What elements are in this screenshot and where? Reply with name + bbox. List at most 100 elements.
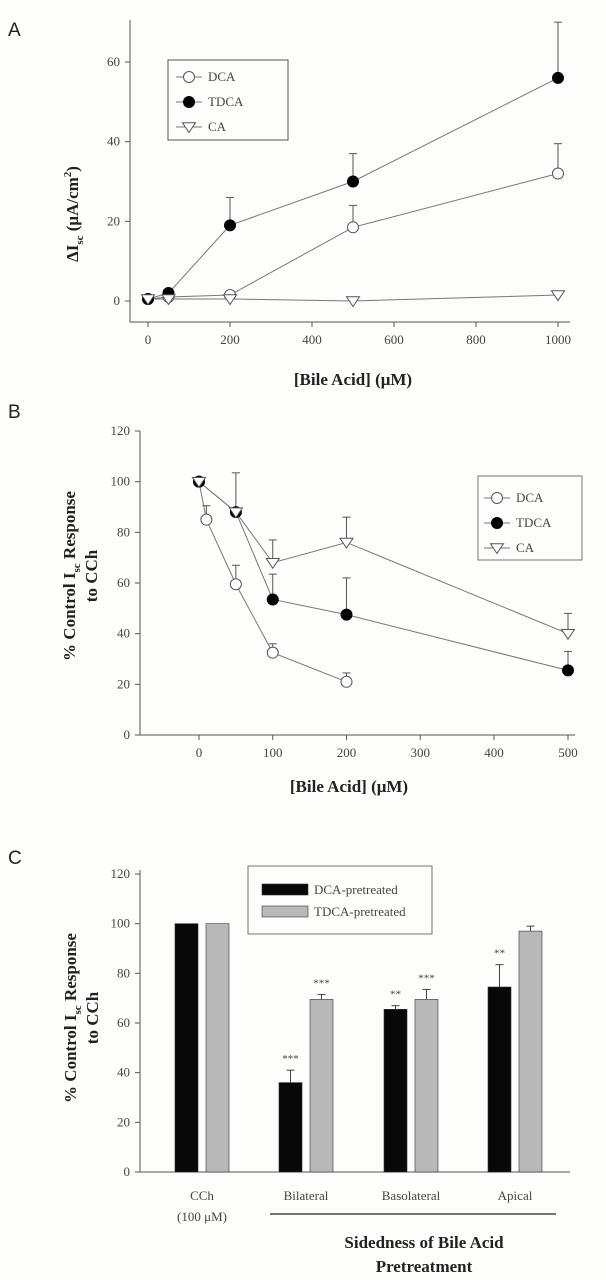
bar-tdca-pretreated [309, 999, 334, 1173]
panel-c-y-tick-label: 0 [124, 1164, 131, 1179]
panel-c: C 0 20 40 60 80 100 120 CCh (100 μM) Bilateral Bas… [8, 848, 570, 1276]
panel-c-y-axis-label-line1: % Control Isc Response [61, 933, 84, 1103]
panel-b-y-axis-label-line1: % Control Isc Response [60, 491, 83, 661]
series-ca-point [161, 294, 176, 306]
panel-c-x-axis-label-line1: Sidedness of Bile Acid [344, 1233, 504, 1252]
panel-b-legend: DCA TDCA CA [477, 475, 583, 561]
panel-c-y-tick-label: 60 [117, 1015, 130, 1030]
series-ca-point [191, 476, 207, 489]
panel-a-y-tick-label: 0 [114, 293, 121, 308]
series-ca-line [198, 481, 569, 635]
series-tdca-point [562, 664, 574, 677]
panel-a-y-tick-label: 60 [107, 54, 120, 69]
legend-tdca-label: TDCA [516, 515, 552, 530]
series-tdca-point [347, 175, 359, 188]
panel-b-y-tick-label: 80 [117, 524, 130, 539]
series-ca-point [222, 294, 238, 306]
legend-dca-pretreated-swatch [261, 883, 309, 896]
series-dca-point [340, 675, 353, 688]
bar-dca-pretreated [383, 1009, 408, 1173]
series-dca-line [147, 173, 559, 300]
bar-dca-pretreated-significance: ** [494, 948, 505, 960]
panel-b-y-axis-label-line2: to CCh [82, 549, 101, 602]
panel-a-y-axis-label: ΔIsc (μA/cm2) [62, 166, 86, 262]
panel-a-label: A [8, 20, 21, 41]
category-label-cch: CCh [190, 1188, 214, 1203]
panel-b-x-tick-label: 400 [484, 745, 504, 760]
bar-tdca-pretreated [518, 930, 543, 1173]
series-tdca-point [552, 71, 564, 84]
series-dca-point [266, 646, 279, 659]
bar-dca-pretreated-significance: ** [390, 989, 401, 1001]
panel-c-label: C [8, 848, 22, 869]
legend-tdca-pretreated-label: TDCA-pretreated [314, 904, 406, 919]
series-dca-point [200, 513, 213, 526]
legend-ca-marker [181, 122, 197, 134]
bar-dca-pretreated-significance: *** [282, 1053, 299, 1065]
series-dca-point [229, 578, 242, 591]
legend-dca-marker [183, 71, 195, 83]
series-ca-point [345, 296, 361, 308]
legend-ca-marker [489, 543, 505, 555]
panel-c-y-tick-label: 120 [111, 866, 131, 881]
bar-tdca-pretreated [205, 923, 230, 1173]
legend-dca-pretreated-label: DCA-pretreated [314, 882, 398, 897]
panel-a-x-tick-label: 1000 [545, 332, 571, 347]
panel-b-y-tick-label: 20 [117, 676, 130, 691]
category-label-bilateral: Bilateral [284, 1188, 329, 1203]
series-ca-point [228, 507, 244, 519]
panel-c-y-tick-label: 100 [111, 916, 131, 931]
panel-b: B 0 20 40 60 80 100 120 0 100 200 300 400 500 % Cont… [8, 402, 583, 796]
panel-a-x-tick-label: 800 [466, 332, 486, 347]
panel-a-legend: DCA TDCA CA [167, 59, 289, 141]
panel-b-x-tick-label: 100 [263, 745, 283, 760]
panel-a-x-tick-label: 0 [145, 332, 152, 347]
panel-b-x-tick-label: 200 [337, 745, 357, 760]
panel-c-y-tick-label: 80 [117, 965, 130, 980]
series-dca-point [552, 167, 564, 180]
panel-c-legend: DCA-pretreated TDCA-pretreated [247, 865, 433, 935]
panel-a-x-tick-label: 400 [302, 332, 322, 347]
legend-tdca-marker [183, 96, 195, 108]
legend-dca-label: DCA [516, 490, 544, 505]
series-ca-point [339, 537, 354, 549]
series-tdca-line [147, 77, 559, 300]
category-label-basolateral: Basolateral [382, 1188, 441, 1203]
series-tdca-point [266, 593, 279, 606]
legend-tdca-marker [491, 517, 503, 529]
panel-a-x-axis-label: [Bile Acid] (μM) [294, 370, 412, 389]
legend-dca-label: DCA [208, 69, 236, 84]
series-ca-point [265, 558, 281, 570]
series-ca-point [560, 628, 576, 641]
series-ca-point [550, 290, 566, 302]
bar-tdca-pretreated-significance: *** [418, 972, 435, 984]
panel-b-x-tick-label: 0 [196, 745, 203, 760]
panel-b-x-tick-label: 500 [558, 745, 578, 760]
panel-b-label: B [8, 402, 21, 423]
series-tdca-point [340, 608, 353, 621]
panel-b-y-tick-label: 120 [111, 423, 131, 438]
panel-b-x-tick-label: 300 [411, 745, 431, 760]
series-dca-point [347, 221, 359, 234]
legend-tdca-label: TDCA [208, 94, 244, 109]
panel-b-y-tick-label: 60 [117, 575, 130, 590]
panel-b-y-tick-label: 100 [111, 474, 131, 489]
panel-a-y-tick-label: 40 [107, 134, 120, 149]
panel-c-x-axis-label-line2: Pretreatment [376, 1257, 473, 1276]
legend-ca-label: CA [208, 119, 227, 134]
panel-c-y-axis-label-line2: to CCh [83, 991, 102, 1044]
series-tdca-line [198, 481, 569, 671]
panel-b-y-tick-label: 0 [124, 727, 131, 742]
bar-tdca-pretreated-significance: *** [313, 977, 330, 989]
bar-tdca-pretreated [414, 999, 439, 1173]
panel-a-y-tick-label: 20 [107, 213, 120, 228]
panel-b-x-axis-label: [Bile Acid] (μM) [290, 777, 408, 796]
panel-a-x-tick-label: 600 [384, 332, 404, 347]
legend-ca-label: CA [516, 540, 535, 555]
panel-c-y-tick-label: 20 [117, 1114, 130, 1129]
series-tdca-point [224, 219, 236, 232]
panel-c-y-tick-label: 40 [117, 1065, 130, 1080]
bar-dca-pretreated [174, 923, 199, 1173]
